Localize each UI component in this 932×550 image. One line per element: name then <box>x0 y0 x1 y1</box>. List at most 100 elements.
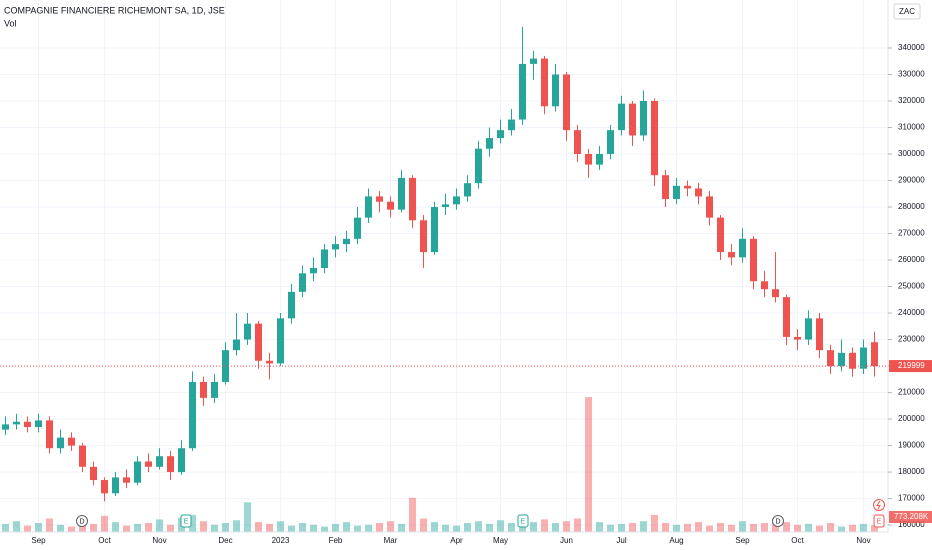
volume-bar <box>266 523 273 532</box>
volume-bar <box>376 523 383 532</box>
volume-bar <box>728 524 735 532</box>
volume-bar <box>750 523 757 532</box>
volume-bar <box>849 524 856 532</box>
y-tick-label: 160000 <box>898 520 925 529</box>
x-tick-label: 2023 <box>272 536 290 545</box>
y-tick-label: 310000 <box>898 123 925 132</box>
volume-bar <box>662 523 669 532</box>
last-volume-label: 773.208K <box>894 512 929 521</box>
event-marker[interactable] <box>517 514 529 528</box>
y-tick-label: 180000 <box>898 467 925 476</box>
volume-bar <box>783 522 790 532</box>
event-marker[interactable] <box>76 515 88 527</box>
volume-bar <box>409 497 416 532</box>
volume-bar <box>530 522 537 532</box>
y-tick-label: 240000 <box>898 308 925 317</box>
volume-bar <box>673 524 680 532</box>
last-volume-box <box>889 511 932 523</box>
volume-bar <box>574 518 581 532</box>
x-tick-label: Nov <box>856 536 870 545</box>
y-tick-label: 260000 <box>898 255 925 264</box>
volume-bar <box>453 525 460 532</box>
volume-bar <box>222 523 229 532</box>
candle-body <box>640 100 647 136</box>
volume-bar <box>233 520 240 532</box>
candle-body <box>431 207 438 253</box>
candle-body <box>717 217 724 253</box>
volume-bar <box>145 523 152 532</box>
y-tick-label: 290000 <box>898 176 925 185</box>
event-label: D <box>775 518 780 525</box>
candle-body <box>497 130 504 139</box>
candle-body <box>629 103 636 136</box>
x-tick-label: Feb <box>329 536 343 545</box>
volume-bar <box>57 524 64 532</box>
volume-bar <box>431 522 438 532</box>
volume-bar <box>156 519 163 532</box>
volume-bar <box>277 521 284 532</box>
y-tick-label: 200000 <box>898 414 925 423</box>
currency-box[interactable] <box>893 3 921 20</box>
volume-bar <box>398 523 405 532</box>
candle-body <box>200 381 207 398</box>
candle-body <box>35 420 42 428</box>
candle-body <box>530 58 537 64</box>
volume-bar <box>717 523 724 532</box>
lightning-icon <box>876 500 881 510</box>
volume-bar <box>618 523 625 532</box>
volume-bar <box>255 522 262 532</box>
candle-body <box>266 360 273 364</box>
volume-bar <box>244 502 251 532</box>
volume-bar <box>200 521 207 532</box>
candle-body <box>596 154 603 165</box>
candle-body <box>607 130 614 155</box>
candle-body <box>409 177 416 221</box>
candle-body <box>486 138 493 149</box>
event-marker[interactable] <box>772 515 784 527</box>
candle-body <box>783 297 790 337</box>
candle-body <box>695 188 702 197</box>
x-tick-label: May <box>493 536 508 545</box>
event-marker[interactable] <box>873 514 885 528</box>
candle-body <box>618 103 625 131</box>
candle-body <box>233 339 240 351</box>
event-label: E <box>184 518 189 525</box>
candle-body <box>673 185 680 200</box>
candle-body <box>332 244 339 250</box>
candle-body <box>189 381 196 449</box>
candle-body <box>277 318 284 364</box>
currency-label: ZAC <box>899 7 915 16</box>
candle-body <box>387 201 394 210</box>
volume-bar <box>497 520 504 532</box>
y-tick-label: 250000 <box>898 282 925 291</box>
candle-body <box>563 74 570 131</box>
volume-bar <box>211 524 218 532</box>
volume-bar <box>310 524 317 532</box>
x-tick-label: Mar <box>384 536 398 545</box>
x-tick-label: Oct <box>98 536 111 545</box>
candle-body <box>343 238 350 245</box>
event-marker[interactable] <box>180 514 192 528</box>
volume-bar <box>24 525 31 532</box>
volume-bar <box>112 522 119 532</box>
x-tick-label: Oct <box>791 536 804 545</box>
candle-body <box>376 196 383 202</box>
candle-body <box>420 220 427 253</box>
candle-body <box>442 204 449 208</box>
volume-layer <box>2 397 878 532</box>
candle-body <box>849 352 856 369</box>
candle-body <box>255 323 262 361</box>
candle-body <box>838 352 845 367</box>
x-tick-label: Jun <box>560 536 573 545</box>
y-tick-label: 210000 <box>898 388 925 397</box>
volume-bar <box>46 518 53 532</box>
candle-body <box>178 448 185 473</box>
x-tick-label: Sep <box>31 536 46 545</box>
volume-bar <box>805 523 812 532</box>
volume-bar <box>585 397 592 532</box>
candle-body <box>123 477 130 483</box>
candle-body <box>101 480 108 494</box>
x-tick-label: Sep <box>735 536 750 545</box>
candle-body <box>321 249 328 268</box>
